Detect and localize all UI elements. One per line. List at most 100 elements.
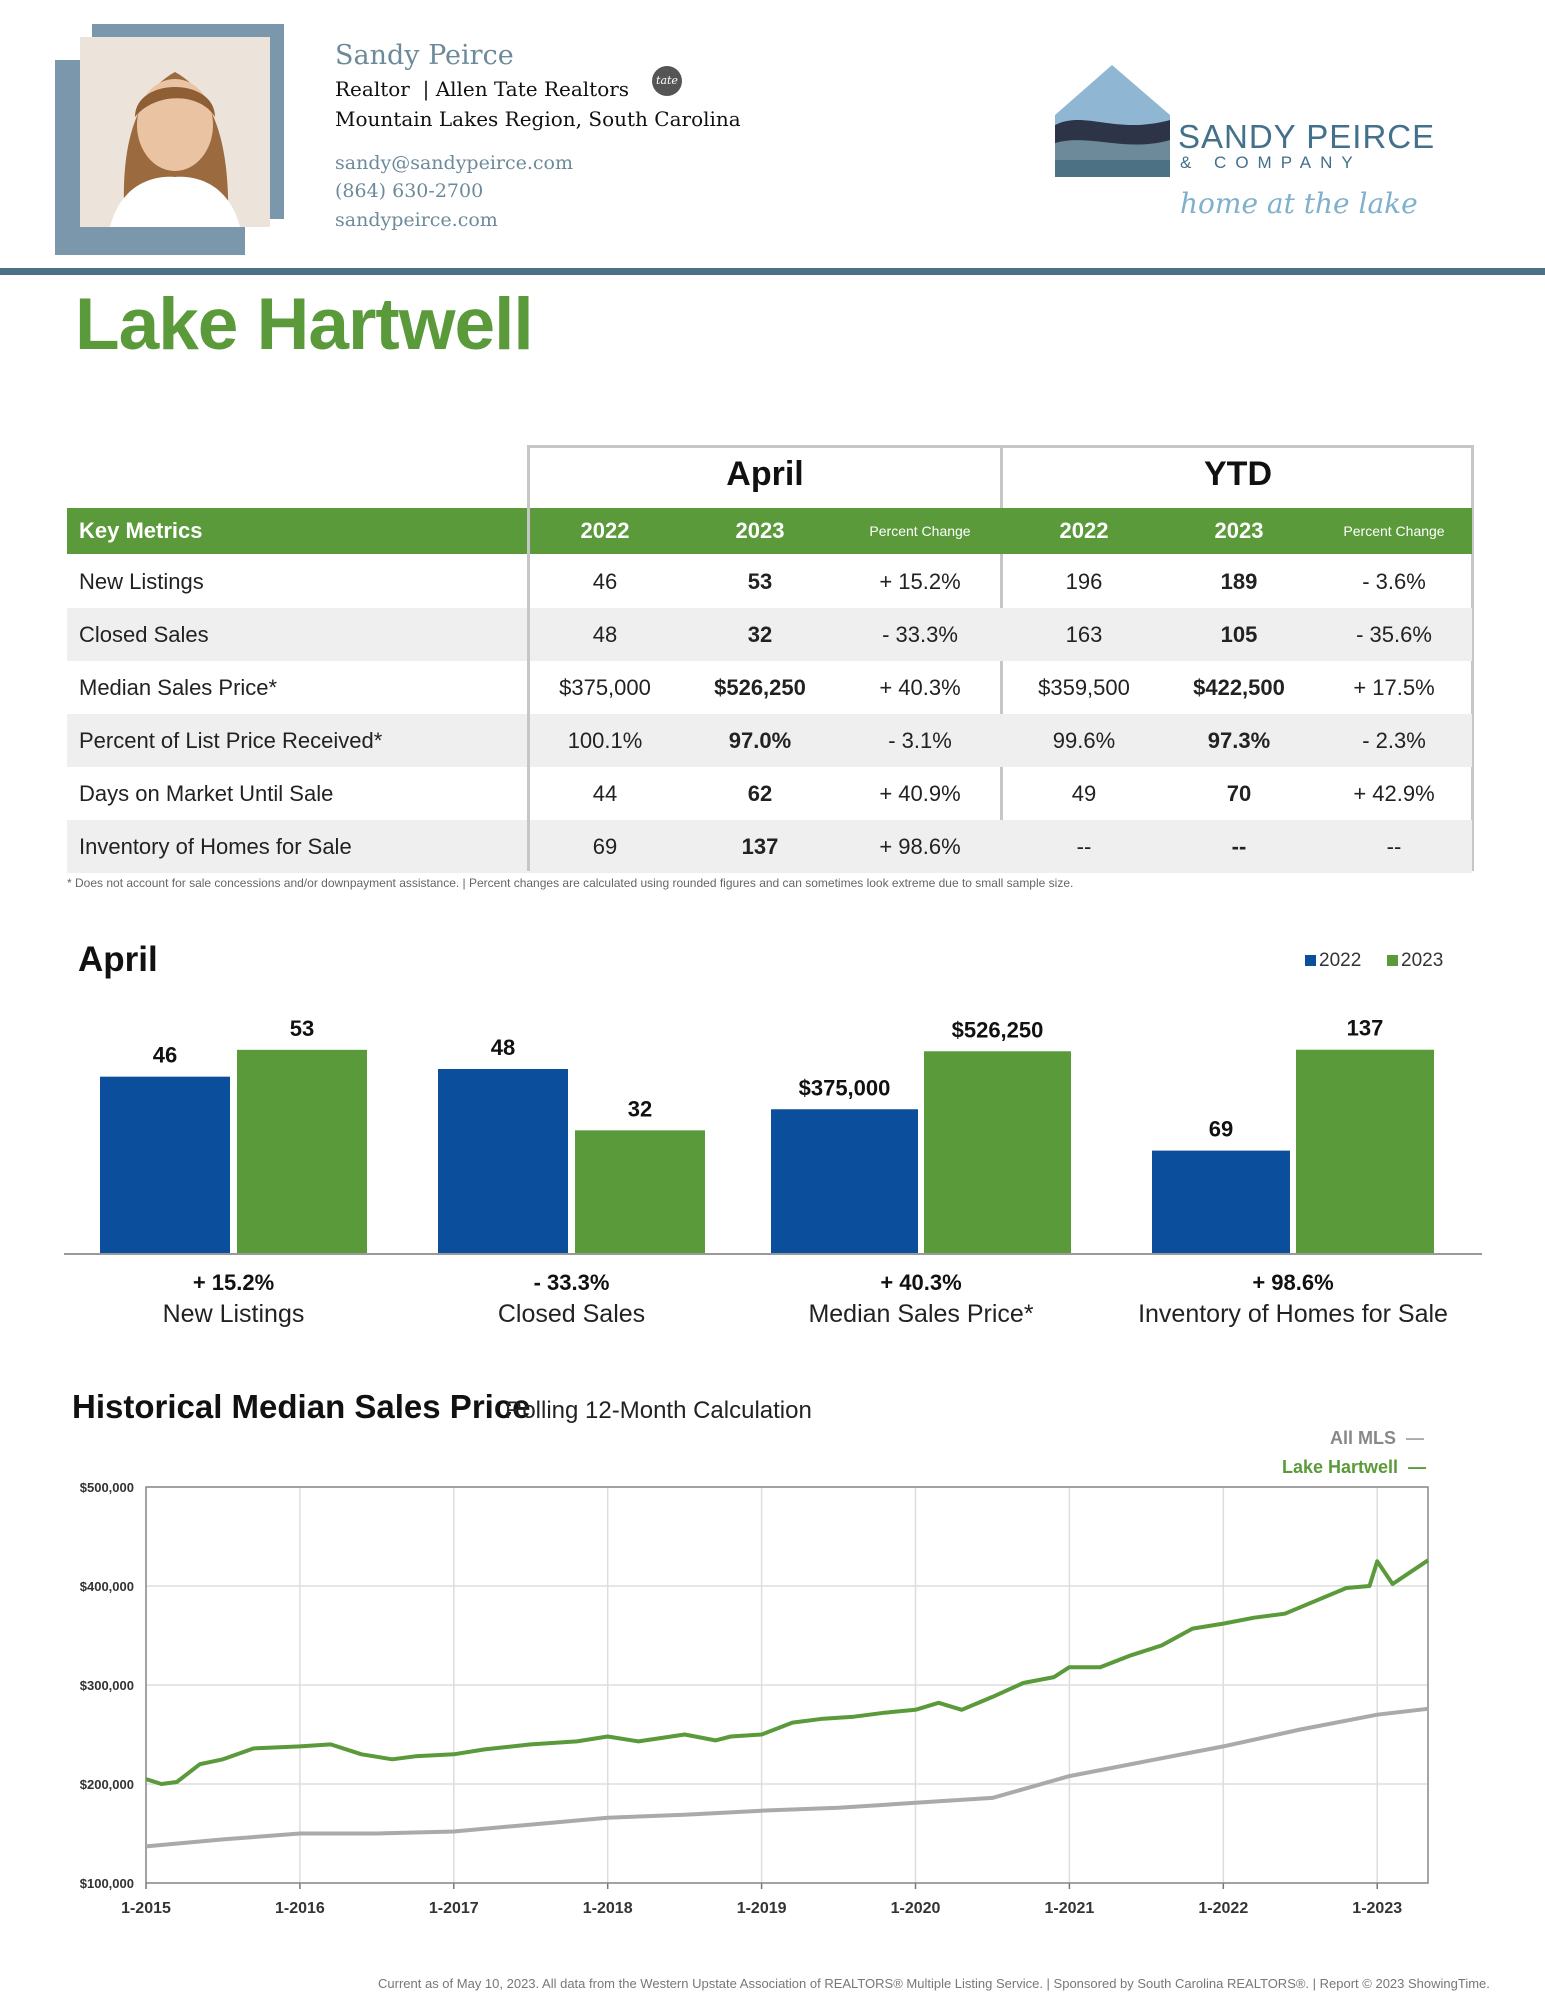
legend-label-2023: 2023 xyxy=(1401,950,1444,971)
y-tick-label: $100,000 xyxy=(80,1876,134,1891)
legend-all-mls: All MLS — xyxy=(1330,1428,1425,1448)
x-tick-label: 1-2023 xyxy=(1352,1900,1402,1917)
table-cell-apct: + 40.9% xyxy=(879,781,961,806)
bar-value-label: 53 xyxy=(290,1016,314,1041)
bar-value-label: 69 xyxy=(1209,1117,1233,1142)
bar-group-pct: - 33.3% xyxy=(533,1270,610,1295)
y-tick-label: $500,000 xyxy=(80,1480,134,1495)
table-cell-y22: -- xyxy=(1076,834,1092,859)
historical-price-chart: $500,000 $400,000 $300,000 $200,000 $100,000… xyxy=(80,1480,1430,1917)
table-cell-y22: $359,500 xyxy=(1038,675,1130,700)
agent-company: Allen Tate Realtors xyxy=(435,77,630,101)
table-divider xyxy=(527,500,530,871)
legend-lake-hartwell: Lake Hartwell — xyxy=(1282,1457,1427,1477)
table-cell-a23: 32 xyxy=(747,622,773,647)
table-cell-y22: 99.6% xyxy=(1052,728,1116,753)
table-cell-y23: -- xyxy=(1231,834,1247,859)
header-ytd-2022: 2022 xyxy=(1059,518,1109,543)
series-line-lake-hartwell xyxy=(145,1558,1430,1786)
agent-title-line: Realtor | Allen Tate Realtors xyxy=(335,77,629,101)
table-cell-a23: 97.0% xyxy=(728,728,792,753)
page-title: Lake Hartwell xyxy=(75,284,534,365)
agent-title: Realtor xyxy=(335,77,410,101)
table-cell-apct: - 3.1% xyxy=(888,728,952,753)
table-cell-ypct: + 17.5% xyxy=(1353,675,1435,700)
bar-group-category: New Listings xyxy=(162,1300,305,1328)
legend-swatch-2023 xyxy=(1387,955,1398,967)
x-tick-label: 1-2019 xyxy=(737,1900,787,1917)
header-april-pct: Percent Change xyxy=(869,523,971,539)
x-tick-label: 1-2020 xyxy=(891,1900,941,1917)
header-key-metrics: Key Metrics xyxy=(79,518,203,543)
agent-email[interactable]: sandy@sandypeirce.com xyxy=(335,152,574,174)
table-cell-y23: 97.3% xyxy=(1207,728,1271,753)
bar-value-label: $375,000 xyxy=(799,1075,891,1100)
agent-region: Mountain Lakes Region, South Carolina xyxy=(335,107,741,131)
brand-sub: & COMPANY xyxy=(1180,153,1362,172)
bottom-note: Current as of May 10, 2023. All data fro… xyxy=(378,1976,1490,1991)
table-row: Inventory of Homes for Sale 69 137 + 98.6% -… xyxy=(67,820,1472,873)
april-bar-chart: 46 53 48 32 $375,000 $526,250 69 137 xyxy=(64,1016,1482,1255)
table-cell-a23: 62 xyxy=(747,781,773,806)
legend-label-lake-hartwell: Lake Hartwell xyxy=(1282,1457,1399,1477)
bar-2023 xyxy=(1296,1049,1434,1253)
bar-2023 xyxy=(924,1051,1071,1253)
x-tick-label: 1-2018 xyxy=(583,1900,633,1917)
table-cell-a22: 69 xyxy=(592,834,618,859)
brand-tagline: home at the lake xyxy=(1180,187,1418,220)
table-cell-a22: $375,000 xyxy=(559,675,651,700)
table-row: Days on Market Until Sale 44 62 + 40.9% 49 70… xyxy=(67,767,1472,820)
legend-label-all-mls: All MLS xyxy=(1330,1428,1396,1448)
y-tick-label: $200,000 xyxy=(80,1777,134,1792)
table-footnote: * Does not account for sale concessions … xyxy=(67,876,1074,890)
table-cell-apct: + 40.3% xyxy=(879,675,961,700)
table-cell-apct: + 98.6% xyxy=(879,834,961,859)
table-cell-y23: 105 xyxy=(1220,622,1258,647)
table-cell-apct: - 33.3% xyxy=(882,622,958,647)
table-cell-label: Median Sales Price* xyxy=(79,675,278,700)
table-row: Closed Sales 48 32 - 33.3% 163 105 - 35.6% xyxy=(67,608,1472,661)
table-cell-y22: 49 xyxy=(1071,781,1097,806)
brand-name: SANDY PEIRCE xyxy=(1178,118,1436,155)
line-chart-title: Historical Median Sales Price xyxy=(72,1388,531,1425)
x-tick-label: 1-2021 xyxy=(1044,1900,1094,1917)
bar-2022 xyxy=(438,1069,568,1253)
table-row: Percent of List Price Received* 100.1% 97.… xyxy=(67,714,1472,767)
bar-2022 xyxy=(100,1076,230,1253)
bar-group-category: Closed Sales xyxy=(497,1300,646,1328)
table-cell-y23: $422,500 xyxy=(1193,675,1285,700)
table-cell-ypct: - 3.6% xyxy=(1362,569,1426,594)
x-tick-label: 1-2015 xyxy=(121,1900,171,1917)
table-row: Median Sales Price* $375,000 $526,250 + 40.… xyxy=(67,661,1472,714)
y-tick-label: $300,000 xyxy=(80,1678,134,1693)
header-april-2023: 2023 xyxy=(735,518,785,543)
table-cell-a23: 137 xyxy=(741,834,779,859)
bar-2022 xyxy=(771,1109,918,1253)
bar-2023 xyxy=(237,1049,367,1253)
bar-value-label: 32 xyxy=(628,1096,652,1121)
x-tick-label: 1-2017 xyxy=(429,1900,479,1917)
agent-name: Sandy Peirce xyxy=(335,40,514,71)
table-group-month: April xyxy=(726,455,804,493)
table-cell-ypct: - 2.3% xyxy=(1362,728,1426,753)
table-cell-label: Percent of List Price Received* xyxy=(79,728,383,753)
table-cell-a22: 44 xyxy=(592,781,618,806)
table-header-row: Key Metrics 2022 2023 Percent Change 202… xyxy=(67,508,1472,554)
table-cell-a22: 100.1% xyxy=(567,728,643,753)
header-divider xyxy=(0,268,1545,275)
header-april-2022: 2022 xyxy=(580,518,630,543)
table-cell-ypct: + 42.9% xyxy=(1353,781,1435,806)
agent-website[interactable]: sandypeirce.com xyxy=(335,209,498,231)
legend-swatch-2022 xyxy=(1305,955,1316,967)
bar-chart-title: April xyxy=(78,940,158,979)
bar-2023 xyxy=(575,1130,705,1253)
table-cell-y23: 189 xyxy=(1220,569,1258,594)
table-cell-label: Closed Sales xyxy=(79,622,209,647)
series-line-all-mls xyxy=(145,1706,1429,1849)
line-chart-subtitle: Rolling 12-Month Calculation xyxy=(505,1397,812,1424)
agent-phone[interactable]: (864) 630-2700 xyxy=(335,180,484,202)
legend-label-2022: 2022 xyxy=(1319,950,1362,971)
table-cell-ypct: -- xyxy=(1386,834,1402,859)
x-tick-label: 1-2016 xyxy=(275,1900,325,1917)
agent-photo xyxy=(80,37,270,227)
